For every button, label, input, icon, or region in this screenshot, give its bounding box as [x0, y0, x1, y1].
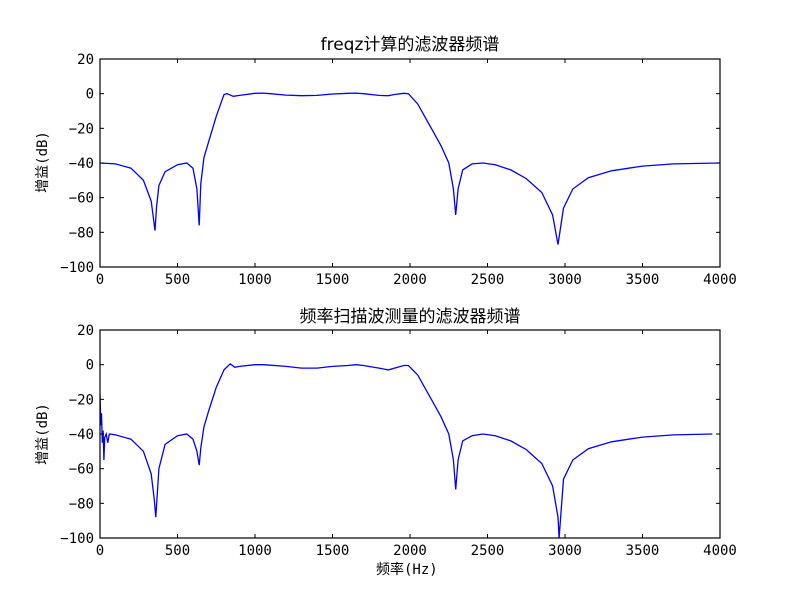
y-tick-label: 0 — [86, 87, 94, 103]
x-tick-label: 0 — [96, 543, 104, 559]
x-tick-label: 3500 — [626, 272, 660, 288]
x-tick-label: 2000 — [393, 543, 427, 559]
x-tick-label: 500 — [165, 543, 190, 559]
x-tick-label: 0 — [96, 272, 104, 288]
x-tick-label: 3000 — [548, 543, 582, 559]
y-tick-label: −20 — [69, 392, 94, 408]
y-tick-label: −40 — [69, 427, 94, 443]
y-tick-label: 0 — [86, 358, 94, 374]
plot-1: 0 500 1000 1500 2000 2500 3000 3500 4000 20 0 −20 −4… — [60, 52, 737, 288]
x-tick-label: 4000 — [703, 543, 737, 559]
y-tick-label: −60 — [69, 191, 94, 207]
x-tick-label: 2000 — [393, 272, 427, 288]
y-tick-label: −100 — [60, 260, 94, 276]
x-tick-label: 2500 — [471, 543, 505, 559]
x-tick-label: 1500 — [316, 543, 350, 559]
y-tick-label: 20 — [77, 323, 94, 339]
axes-frame — [99, 58, 721, 268]
x-tick-label: 3500 — [626, 543, 660, 559]
x-tick-label: 500 — [165, 272, 190, 288]
x-tick-label: 2500 — [471, 272, 505, 288]
plot2-xlabel: 频率(Hz) — [376, 562, 438, 578]
plot1-title: freqz计算的滤波器频谱 — [320, 35, 500, 55]
y-tick-label: −60 — [69, 462, 94, 478]
plot2-title: 频率扫描波测量的滤波器频谱 — [299, 307, 521, 327]
y-tick-label: −80 — [69, 225, 94, 241]
x-tick-label: 1000 — [238, 272, 272, 288]
y-tick-label: −80 — [69, 496, 94, 512]
axes-frame — [99, 329, 721, 539]
y-tick-label: 20 — [77, 52, 94, 68]
x-tick-label: 1500 — [316, 272, 350, 288]
x-tick-label: 3000 — [548, 272, 582, 288]
data-line — [100, 92, 720, 245]
y-tick-label: −20 — [69, 121, 94, 137]
y-tick-label: −100 — [60, 531, 94, 547]
plot-2: 0 500 1000 1500 2000 2500 3000 3500 4000 20 0 −20 −4… — [60, 323, 737, 559]
x-tick-label: 4000 — [703, 272, 737, 288]
data-line — [100, 362, 713, 538]
y-tick-label: −40 — [69, 156, 94, 172]
x-tick-label: 1000 — [238, 543, 272, 559]
